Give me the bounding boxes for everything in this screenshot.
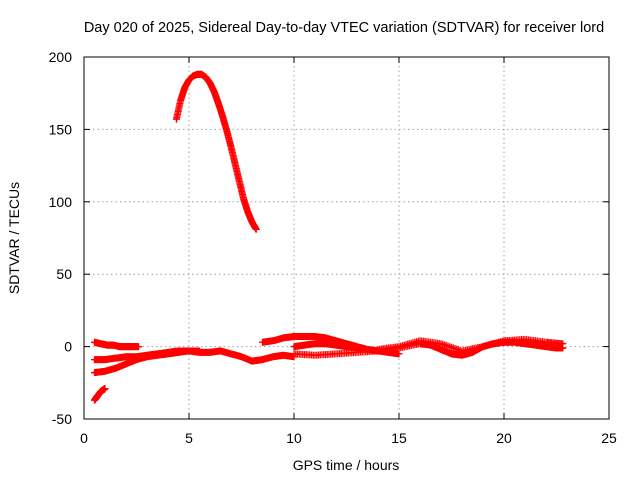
series-arc-high — [172, 70, 260, 233]
y-tick-label: 0 — [64, 339, 72, 355]
axis-ticks — [83, 56, 610, 420]
plot-frame — [83, 56, 610, 420]
series-arc-12 — [290, 340, 382, 355]
series-arc-top-early — [91, 338, 143, 351]
y-tick-label: 50 — [56, 266, 72, 282]
x-tick-label: 10 — [286, 430, 302, 446]
x-axis-label: GPS time / hours — [293, 457, 400, 473]
data-point — [252, 225, 260, 233]
y-tick-label: 150 — [49, 121, 73, 137]
gridlines — [84, 57, 609, 419]
data-point — [559, 340, 567, 348]
data-point — [101, 385, 109, 393]
x-tick-label: 15 — [391, 430, 407, 446]
x-tick-label: 0 — [80, 430, 88, 446]
x-tick-labels: 0 5 10 15 20 25 — [80, 430, 617, 446]
data-point — [135, 343, 143, 351]
y-tick-label: 100 — [49, 194, 73, 210]
y-axis-label: SDTVAR / TECUs — [6, 182, 22, 294]
series-arc-wave-2 — [374, 335, 567, 355]
y-tick-label: -50 — [52, 411, 72, 427]
x-tick-label: 25 — [601, 430, 617, 446]
series-arc-mid-1 — [91, 347, 298, 365]
y-tick-labels: -50 0 50 100 150 200 — [49, 49, 73, 427]
x-tick-label: 20 — [496, 430, 512, 446]
data-points — [91, 70, 567, 404]
y-tick-label: 200 — [49, 49, 73, 65]
series-arc-low-1 — [91, 385, 109, 404]
x-tick-label: 5 — [185, 430, 193, 446]
chart-title: Day 020 of 2025, Sidereal Day-to-day VTE… — [84, 20, 604, 36]
